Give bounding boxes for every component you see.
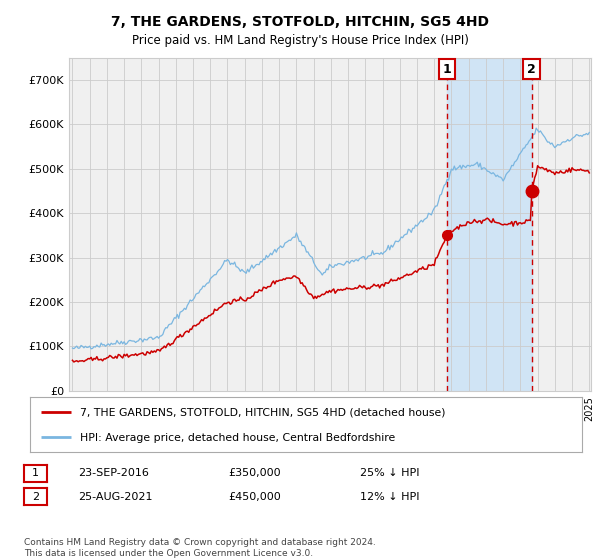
Text: 7, THE GARDENS, STOTFOLD, HITCHIN, SG5 4HD (detached house): 7, THE GARDENS, STOTFOLD, HITCHIN, SG5 4… [80, 408, 445, 417]
Text: 2: 2 [32, 492, 39, 502]
Text: 7, THE GARDENS, STOTFOLD, HITCHIN, SG5 4HD: 7, THE GARDENS, STOTFOLD, HITCHIN, SG5 4… [111, 15, 489, 29]
Text: 25-AUG-2021: 25-AUG-2021 [78, 492, 152, 502]
Text: HPI: Average price, detached house, Central Bedfordshire: HPI: Average price, detached house, Cent… [80, 433, 395, 442]
Text: 25% ↓ HPI: 25% ↓ HPI [360, 468, 419, 478]
Text: Contains HM Land Registry data © Crown copyright and database right 2024.
This d: Contains HM Land Registry data © Crown c… [24, 538, 376, 558]
Text: 1: 1 [32, 468, 39, 478]
Bar [447, 58, 532, 391]
Text: 2: 2 [527, 63, 536, 76]
Text: 1: 1 [442, 63, 451, 76]
Text: Price paid vs. HM Land Registry's House Price Index (HPI): Price paid vs. HM Land Registry's House … [131, 34, 469, 46]
Text: £450,000: £450,000 [228, 492, 281, 502]
Text: 12% ↓ HPI: 12% ↓ HPI [360, 492, 419, 502]
Text: 23-SEP-2016: 23-SEP-2016 [78, 468, 149, 478]
Text: £350,000: £350,000 [228, 468, 281, 478]
